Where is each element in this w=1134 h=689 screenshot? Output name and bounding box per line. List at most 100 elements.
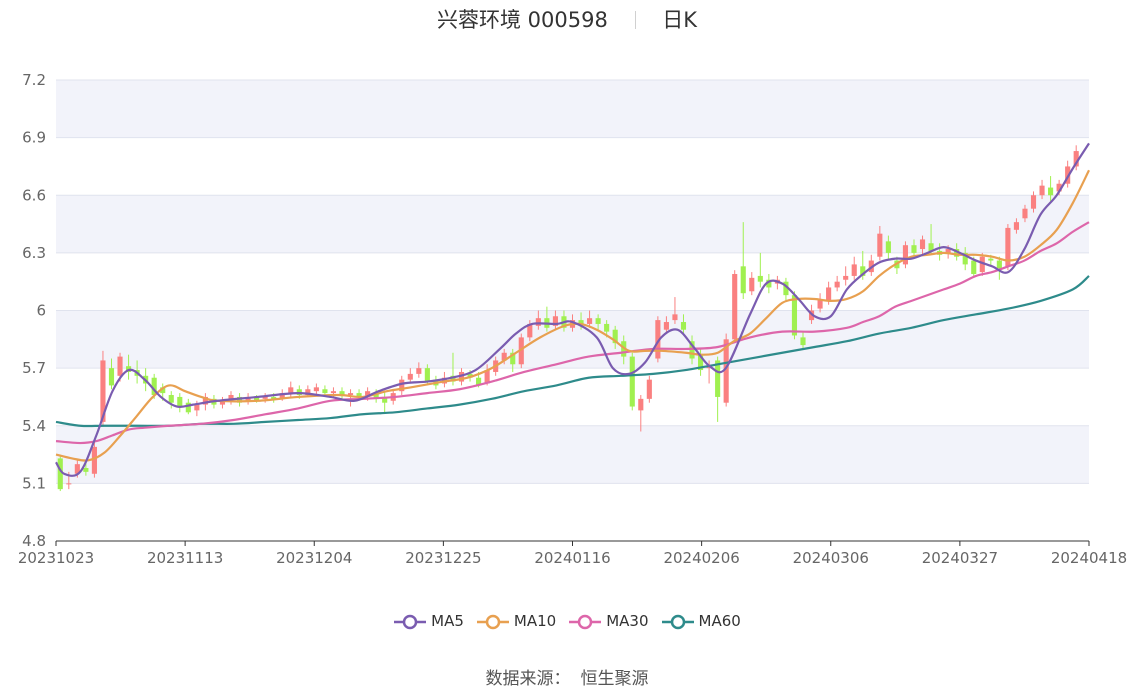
candle-body xyxy=(74,464,80,474)
candle-body xyxy=(313,387,319,392)
legend-marker-icon xyxy=(476,614,509,630)
candle-body xyxy=(288,387,294,394)
candle-body xyxy=(416,368,422,374)
candle-body xyxy=(322,389,328,394)
candle-body xyxy=(365,391,371,397)
candle-body xyxy=(347,393,354,396)
legend-label: MA5 xyxy=(431,612,464,630)
candle-body xyxy=(458,371,465,382)
candle-body xyxy=(826,287,832,301)
candle-body xyxy=(706,366,712,369)
candle-body xyxy=(1022,208,1028,219)
grid-band xyxy=(56,80,1089,138)
candle-body xyxy=(1039,185,1045,196)
candle-body xyxy=(817,298,823,309)
stock-name-code: 兴蓉环境 000598 xyxy=(437,8,608,32)
candle-body xyxy=(928,243,934,251)
candle-body xyxy=(254,396,260,401)
y-tick-label: 7.2 xyxy=(22,71,46,89)
candle-body xyxy=(467,373,473,378)
candle-body xyxy=(407,373,413,380)
candle-body xyxy=(885,241,891,253)
legend-marker-icon xyxy=(661,614,694,630)
candle-body xyxy=(595,318,601,324)
candle-body xyxy=(160,387,166,394)
candle-body xyxy=(279,393,285,399)
legend-item-ma60[interactable]: MA60 xyxy=(661,612,741,630)
candle-body xyxy=(851,264,857,276)
candle-body xyxy=(382,396,388,403)
series-line-ma5 xyxy=(55,142,1090,477)
source-label: 数据来源： xyxy=(485,669,571,689)
candle-body xyxy=(185,402,191,413)
candle-body xyxy=(988,258,994,261)
candle-body xyxy=(979,256,985,273)
candle-body xyxy=(194,404,200,411)
candle-body xyxy=(330,391,337,394)
candle-body xyxy=(860,266,866,276)
candle-body xyxy=(962,252,968,265)
candle-body xyxy=(108,368,115,386)
candle-body xyxy=(604,323,610,332)
candle-body xyxy=(117,356,123,376)
candle-body xyxy=(202,396,208,405)
y-tick-label: 4.8 xyxy=(22,532,46,550)
y-tick-label: 6 xyxy=(36,302,46,320)
candle-body xyxy=(655,320,661,359)
chart-title: 兴蓉环境 000598 日K xyxy=(0,4,1134,34)
candle-body xyxy=(501,352,507,361)
candle-body xyxy=(83,468,89,472)
x-tick-label: 20240116 xyxy=(534,549,610,567)
candle-body xyxy=(740,266,746,294)
candle-body xyxy=(791,295,798,336)
candle-body xyxy=(168,395,174,403)
candle-body xyxy=(373,393,379,399)
y-tick-label: 6.9 xyxy=(22,129,46,147)
candle-body xyxy=(843,275,849,280)
candle-body xyxy=(57,458,63,490)
candle-body xyxy=(1005,227,1011,267)
legend-label: MA10 xyxy=(513,612,557,630)
legend-marker-icon xyxy=(394,614,427,630)
candle-body xyxy=(552,316,558,326)
candle-body xyxy=(450,375,456,382)
x-tick-label: 20231113 xyxy=(147,549,223,567)
candle-body xyxy=(66,483,72,485)
candle-body xyxy=(877,233,883,257)
grid-band xyxy=(56,195,1089,253)
x-tick-label: 20240327 xyxy=(922,549,998,567)
candle-body xyxy=(680,322,687,330)
kline-chart: 4.8 5.1 5.4 5.7 6 6.3 6.6 6.9 7.2 20231023 2023111… xyxy=(18,71,1127,567)
title-separator xyxy=(634,11,636,29)
legend-marker-icon xyxy=(569,614,602,630)
candle-body xyxy=(945,249,951,253)
series-line-ma10 xyxy=(55,169,1090,462)
candle-body xyxy=(638,398,644,411)
candle-body xyxy=(697,354,704,371)
candle-body xyxy=(919,239,926,250)
candle-body xyxy=(663,322,669,330)
y-tick-label: 5.4 xyxy=(22,417,46,435)
candle-body xyxy=(629,356,635,407)
candle-body xyxy=(100,360,106,422)
legend-label: MA30 xyxy=(606,612,649,630)
candle-body xyxy=(510,352,516,365)
candle-body xyxy=(646,379,652,399)
legend-item-ma10[interactable]: MA10 xyxy=(476,612,556,630)
candle-body xyxy=(305,389,311,396)
candle-body xyxy=(612,329,618,344)
candle-body xyxy=(228,395,234,401)
legend-item-ma30[interactable]: MA30 xyxy=(568,612,649,630)
candle-body xyxy=(262,396,268,399)
y-tick-label: 5.1 xyxy=(22,474,46,492)
candle-body xyxy=(954,249,960,257)
series-line-ma60 xyxy=(55,275,1090,428)
legend-item-ma5[interactable]: MA5 xyxy=(393,612,464,630)
candle-body xyxy=(749,277,755,292)
data-source: 数据来源： 恒生聚源 xyxy=(0,664,1134,689)
candle-body xyxy=(902,245,909,265)
candle-body xyxy=(339,391,345,396)
grid-band xyxy=(56,425,1089,484)
candle-body xyxy=(783,281,789,296)
y-tick-label: 5.7 xyxy=(22,359,46,377)
